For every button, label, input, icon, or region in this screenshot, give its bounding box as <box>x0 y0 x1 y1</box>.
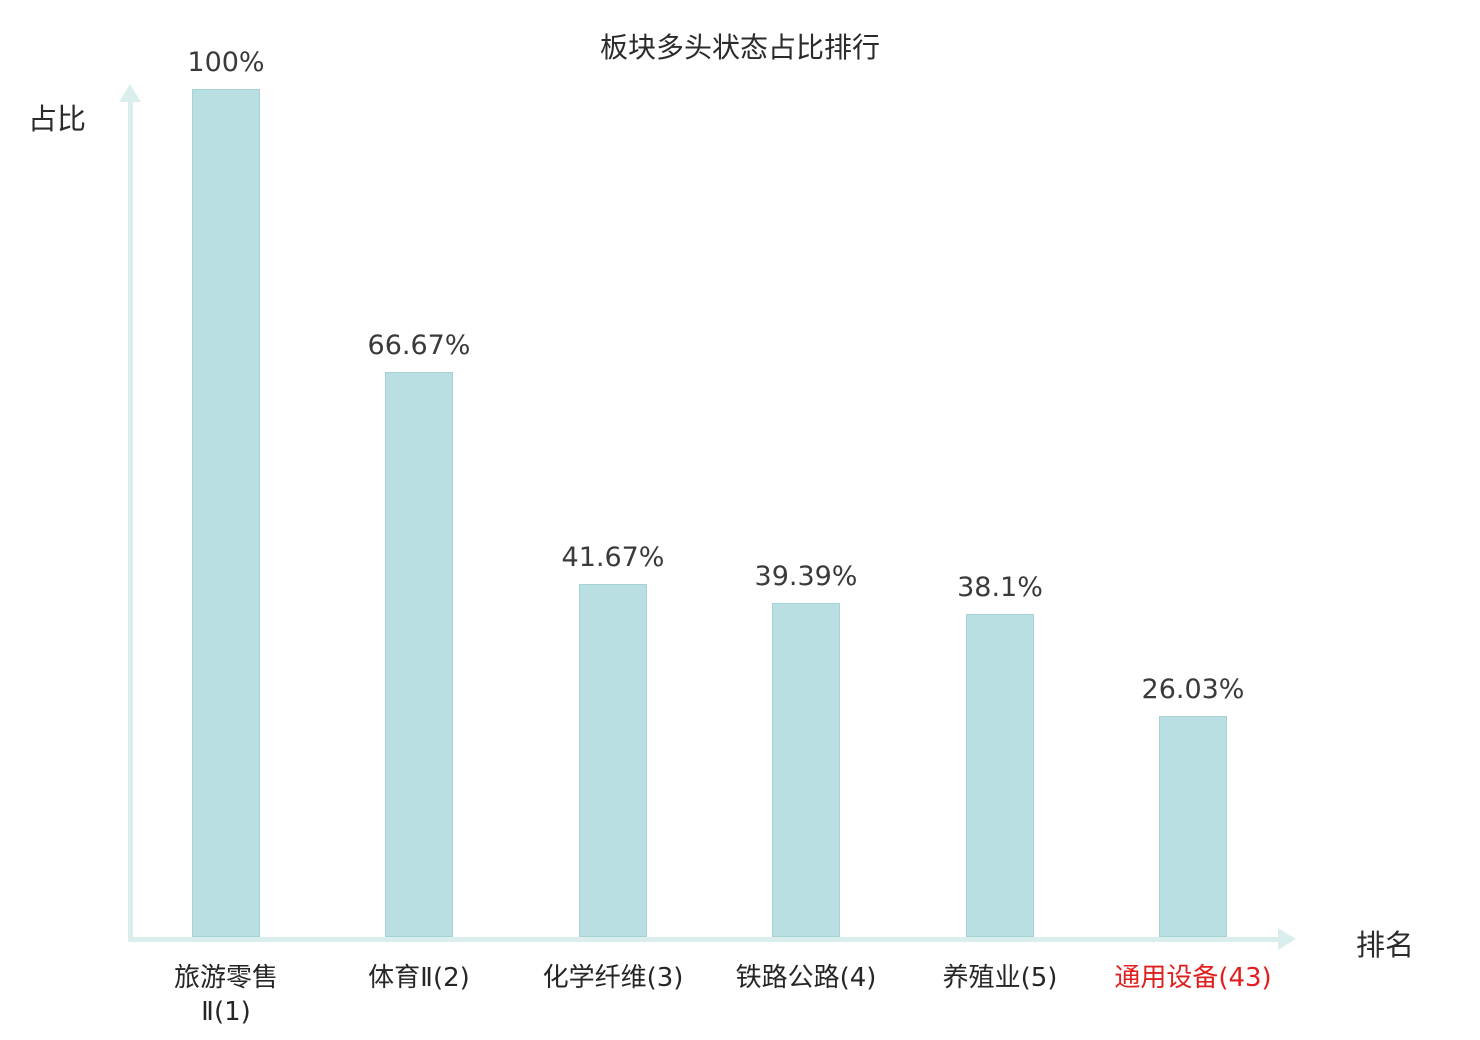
bar <box>772 603 840 937</box>
bar-category-label: 养殖业(5) <box>942 963 1058 993</box>
bar-category-label: 旅游零售 Ⅱ(1) <box>173 963 278 1027</box>
bar-category-label: 化学纤维(3) <box>542 963 684 993</box>
bar <box>966 614 1034 937</box>
chart-title: 板块多头状态占比排行 <box>599 31 880 64</box>
bar <box>385 372 453 937</box>
bar-value-label: 38.1% <box>957 572 1043 603</box>
bar <box>579 584 647 937</box>
bar-category-label: 铁路公路(4) <box>735 963 877 993</box>
y-axis-title: 占比 <box>28 102 87 136</box>
x-axis-title: 排名 <box>1356 928 1415 962</box>
bar <box>192 89 260 937</box>
bar-value-label: 39.39% <box>754 561 858 592</box>
y-axis-arrow-icon <box>119 84 141 102</box>
bar-value-label: 41.67% <box>561 542 665 573</box>
y-axis-line <box>128 100 133 942</box>
x-axis-arrow-icon <box>1278 928 1296 950</box>
bar-value-label: 66.67% <box>367 330 471 361</box>
bar-category-label: 通用设备(43) <box>1114 963 1272 993</box>
x-axis-line <box>128 937 1280 942</box>
bar-category-label: 体育Ⅱ(2) <box>368 963 470 993</box>
bar <box>1159 716 1227 937</box>
bar-value-label: 26.03% <box>1141 674 1245 705</box>
bar-value-label: 100% <box>187 47 265 78</box>
